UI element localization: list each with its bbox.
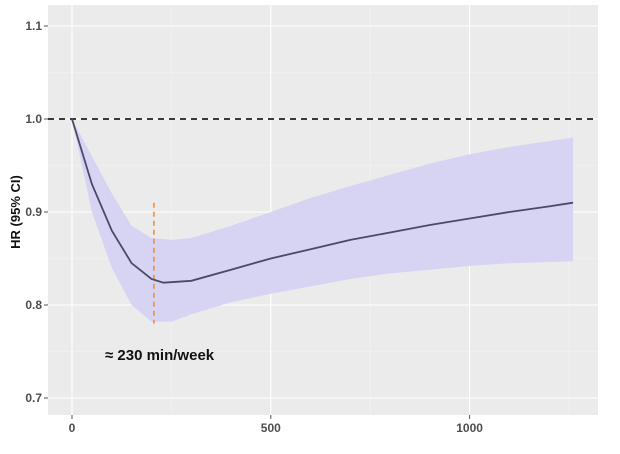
y-tick-label: 0.7 xyxy=(25,391,42,405)
y-tick-label: 1.0 xyxy=(25,112,42,126)
x-tick-label: 0 xyxy=(69,421,76,435)
y-tick-label: 1.1 xyxy=(25,19,42,33)
annotation: ≈ 230 min/week xyxy=(105,347,215,364)
y-tick-label: 0.9 xyxy=(25,205,42,219)
hr-line xyxy=(71,118,574,284)
x-tick-label: 500 xyxy=(261,421,281,435)
x-tick-label: 1000 xyxy=(456,421,483,435)
y-axis-label: HR (95% CI) xyxy=(8,175,23,249)
y-tick-label: 0.8 xyxy=(25,298,42,312)
ci-band xyxy=(72,119,573,322)
